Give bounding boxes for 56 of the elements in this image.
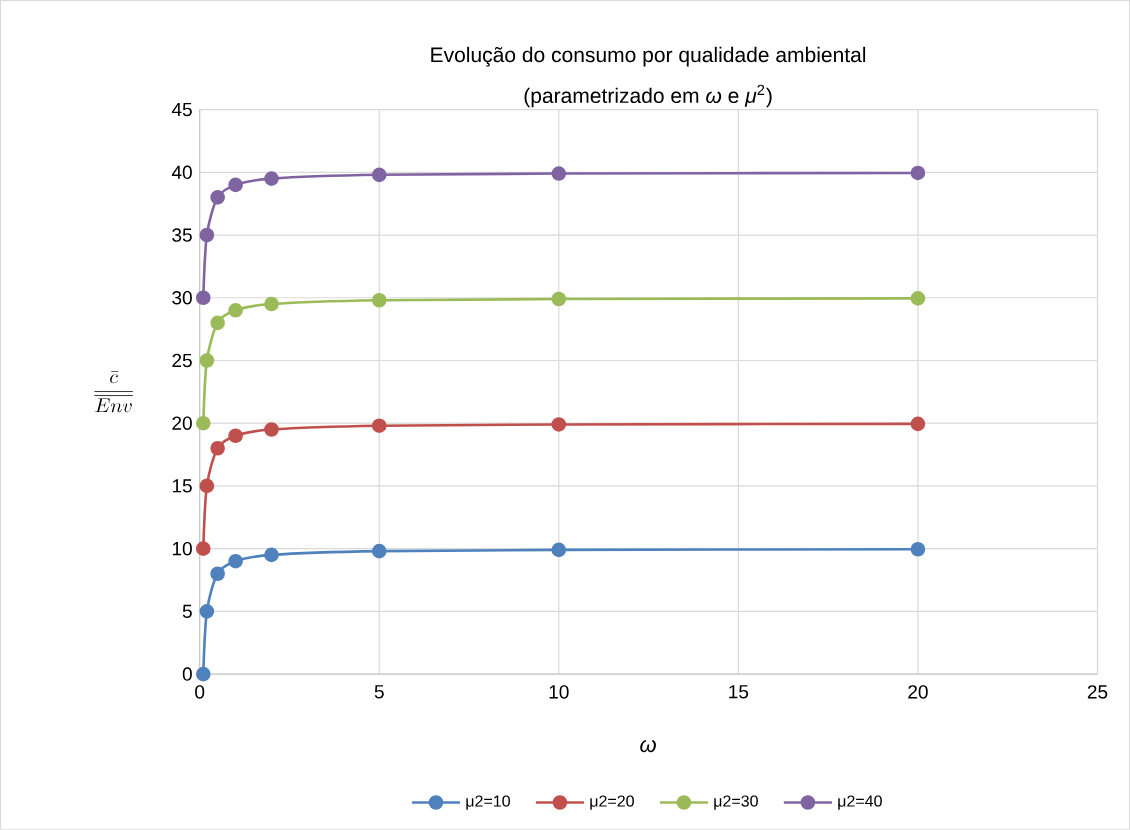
- point: [228, 554, 243, 569]
- point: [371, 418, 387, 434]
- point: [210, 441, 225, 456]
- legend-label: μ2=10: [466, 795, 510, 810]
- point: [195, 666, 211, 682]
- legend-label: μ2=40: [838, 795, 882, 810]
- point: [210, 315, 225, 331]
- y-tick-label: 20: [172, 416, 192, 431]
- point: [199, 353, 215, 368]
- x-tick-label: 20: [908, 685, 928, 699]
- y-tick-label: 25: [172, 353, 192, 368]
- point: [228, 428, 243, 444]
- point: [910, 291, 926, 306]
- x-tick-label: 5: [374, 685, 384, 699]
- point: [228, 303, 243, 318]
- point: [264, 171, 279, 187]
- point: [551, 417, 567, 432]
- x-axis-title: ω: [640, 740, 656, 753]
- point: [551, 166, 567, 182]
- y-tick-label: 5: [182, 604, 192, 619]
- point: [199, 227, 215, 243]
- point: [210, 566, 225, 582]
- point: [371, 167, 387, 183]
- point: [264, 547, 279, 563]
- y-tick-label: 35: [172, 228, 192, 242]
- point: [371, 293, 387, 308]
- legend-label: μ2=20: [590, 795, 634, 810]
- point: [199, 478, 215, 494]
- point: [195, 290, 211, 306]
- point: [228, 177, 243, 193]
- point: [910, 416, 926, 432]
- point: [551, 291, 567, 307]
- point: [551, 542, 567, 558]
- point: [199, 604, 215, 619]
- x-tick-label: 25: [1087, 685, 1108, 699]
- point: [371, 543, 387, 559]
- y-tick-label: 10: [172, 542, 192, 556]
- point: [210, 190, 225, 205]
- x-tick-label: 15: [729, 685, 749, 699]
- point: [195, 541, 211, 557]
- point: [264, 422, 279, 437]
- legend-label: μ2=30: [714, 795, 758, 810]
- chart-subtitle: (parametrizado em ω e μ$^{2}$): [524, 84, 772, 108]
- chart-title: Evolução do consumo por qualidade ambiental: [431, 46, 866, 67]
- y-tick-label: 0: [182, 667, 192, 681]
- point: [264, 296, 279, 312]
- point: [910, 165, 926, 181]
- y-tick-label: 15: [172, 479, 192, 493]
- y-axis-title: $\frac{\bar{c}}{\overline{Env}}$: [94, 371, 133, 413]
- x-tick-label: 0: [195, 685, 205, 699]
- y-tick-label: 30: [172, 291, 192, 305]
- y-tick-label: 40: [171, 165, 192, 180]
- point: [195, 416, 211, 431]
- x-tick-label: 10: [549, 685, 569, 699]
- point: [910, 542, 926, 557]
- y-tick-label: 45: [171, 103, 192, 117]
